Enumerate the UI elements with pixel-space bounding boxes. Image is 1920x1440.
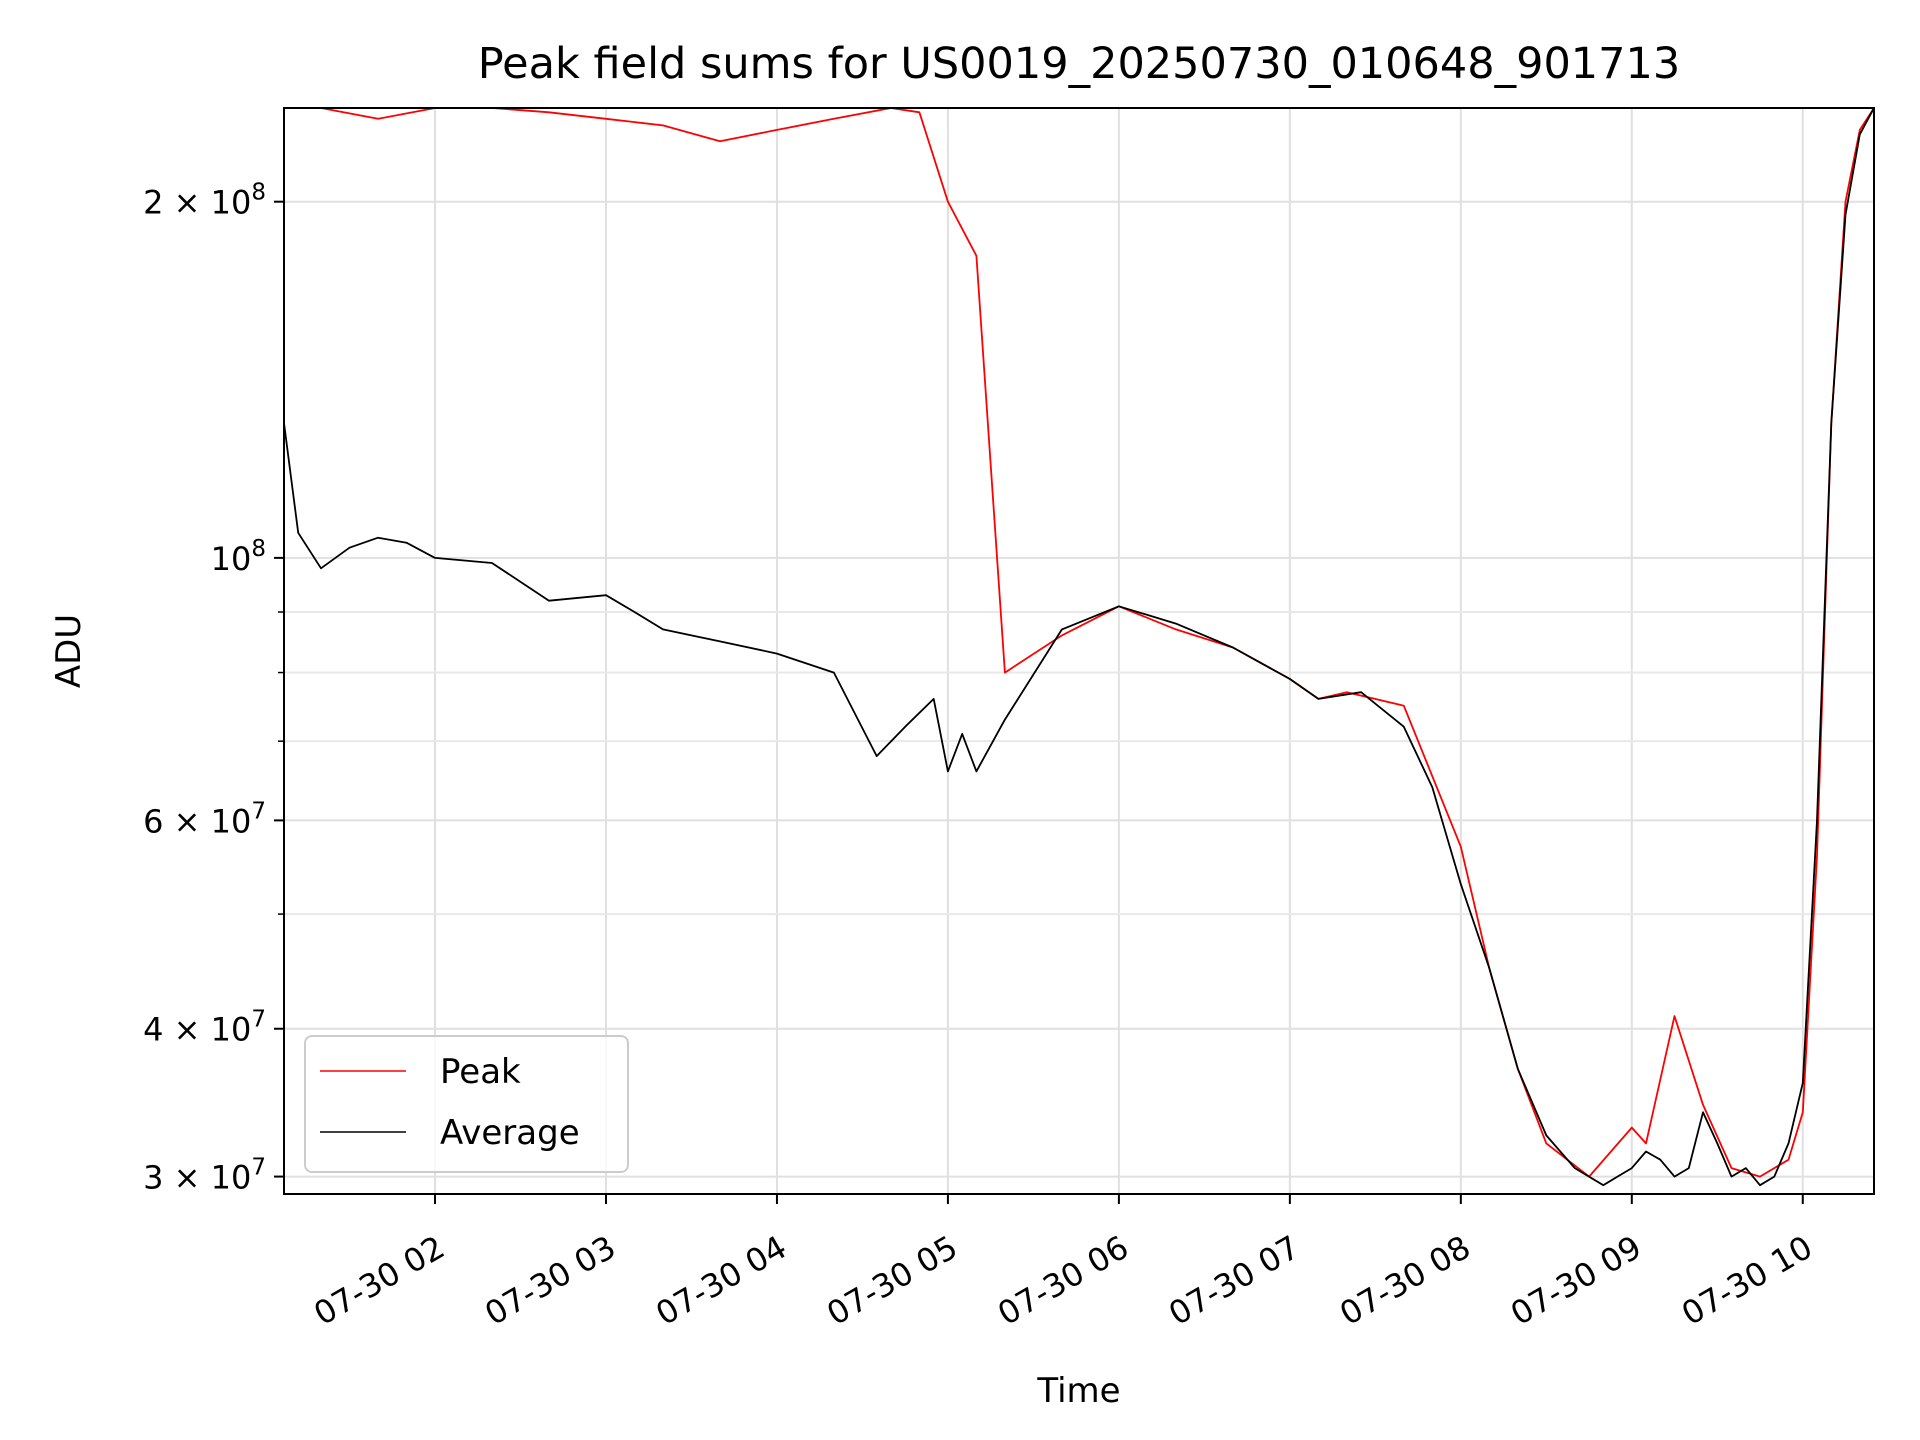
y-axis-label: ADU <box>49 614 89 688</box>
legend: Peak Average <box>304 1035 629 1173</box>
series-line-average <box>284 108 1874 1187</box>
legend-box <box>304 1035 629 1173</box>
y-tick-label: 6 × 107 <box>143 798 266 840</box>
x-axis-label: Time <box>1036 1371 1120 1411</box>
y-tick-label: 4 × 107 <box>143 1007 266 1049</box>
chart-title: Peak field sums for US0019_20250730_0106… <box>478 39 1681 89</box>
plot-frame <box>283 107 1875 1195</box>
series-layer <box>284 108 1874 1187</box>
grid <box>284 108 1874 1194</box>
legend-label-average: Average <box>440 1113 580 1153</box>
legend-label-peak: Peak <box>440 1052 521 1092</box>
y-tick-label: 2 × 108 <box>143 180 266 222</box>
y-tick-label: 3 × 107 <box>143 1155 266 1197</box>
